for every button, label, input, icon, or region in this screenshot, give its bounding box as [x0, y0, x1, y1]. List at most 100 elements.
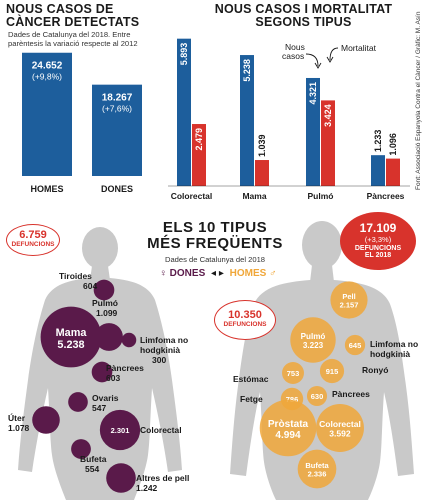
- middle-title: ELS 10 TIPUS MÉS FREQÜENTS: [140, 220, 290, 252]
- category-label: Pàncrees: [367, 191, 405, 201]
- bubble-name: Bufeta: [305, 461, 329, 470]
- legend-arrows: ◂ ▸: [211, 268, 224, 279]
- bubble-2: [344, 334, 366, 356]
- cases-mortality-chart: 5.893 5.238 4.321 1.233 Colorectal Mama Pulmó P…: [168, 11, 422, 201]
- right-title-line1: NOUS CASOS I MORTALITAT: [214, 2, 393, 16]
- total-deaths-callout: 17.109 (+3,3%) DEFUNCIONS EL 2018: [340, 212, 416, 270]
- bar-mortality-0: [192, 124, 206, 186]
- women-label: ♀ DONES: [159, 268, 206, 279]
- bubble-5: [68, 392, 88, 412]
- legend-new-cases-line1: Nous: [285, 42, 305, 52]
- gender-legend: ♀ DONES ◂ ▸ HOMES ♂: [138, 268, 298, 279]
- total-deaths-value: 17.109: [359, 221, 397, 235]
- legend-new-cases-arrow: [305, 53, 319, 67]
- bubble-9: [106, 463, 136, 493]
- bubble-value-outside: 604: [83, 281, 97, 291]
- men-deaths-callout: 10.350 DEFUNCIONS: [214, 300, 276, 340]
- bubble-name-outside: Tiroides: [59, 271, 92, 281]
- bubble-value: 3.592: [329, 429, 351, 439]
- bar-new-cases-0: [177, 38, 191, 186]
- bubble-name-outside: Bufeta: [80, 454, 107, 464]
- bubble-value-outside: 1.099: [96, 308, 118, 318]
- bubble-value: 2.301: [111, 426, 130, 435]
- bubble-value: 915: [326, 367, 339, 376]
- bubble-value-outside: 1.242: [136, 483, 158, 493]
- bubble-value: 786: [286, 395, 299, 404]
- bubble-7: [99, 409, 141, 451]
- bar-mortality-1: [255, 160, 269, 186]
- bubble-name-outside: Altres de pell: [136, 473, 189, 483]
- legend-new-cases-line2: casos: [282, 51, 304, 61]
- bubble-value-outside: 547: [92, 403, 106, 413]
- new-cases-chart: 24.652(+9,8%) HOMES 18.267(+7,6%) DONES: [22, 52, 142, 194]
- middle-subtitle: Dades de Catalunya del 2018: [164, 255, 266, 264]
- middle-title-line1: ELS 10 TIPUS: [162, 219, 268, 236]
- right-title: NOUS CASOS I MORTALITAT SEGONS TIPUS: [196, 3, 411, 29]
- total-deaths-label1: DEFUNCIONS: [354, 245, 402, 252]
- bar-change-label: (+7,6%): [102, 104, 132, 114]
- bubble-0: [93, 279, 115, 301]
- source-note: Font: Associació Espanyola Contra el Càn…: [415, 11, 422, 190]
- men-label: HOMES ♂: [229, 268, 277, 279]
- bubble-3: [282, 362, 304, 384]
- category-label: Pulmó: [308, 191, 334, 201]
- bubble-value: 4.994: [275, 430, 301, 441]
- bar-value-label: 18.267: [102, 93, 133, 104]
- bubble-name-outside: Pàncrees: [332, 389, 370, 399]
- women-deaths-value: 6.759: [19, 229, 47, 241]
- bubble-6: [32, 406, 60, 434]
- bar-homes: [22, 52, 72, 176]
- bar-category-label: HOMES: [30, 184, 63, 194]
- bubble-name-outside: Fetge: [240, 394, 263, 404]
- bar-value-label: 3.424: [323, 104, 333, 127]
- bubble-8: [316, 404, 364, 452]
- left-title-line2: CÀNCER DETECTATS: [6, 15, 140, 29]
- bubble-name: Pròstata: [268, 419, 309, 430]
- bubble-4: [91, 361, 113, 383]
- legend-new-cases-arrowhead: [314, 62, 322, 69]
- bar-new-cases-2: [306, 77, 320, 186]
- bubble-name-outside: Ronyó: [362, 365, 388, 375]
- bubble-value-outside: 554: [85, 464, 99, 474]
- bubble-name-outside: Estómac: [233, 374, 269, 384]
- bubble-4: [319, 358, 345, 384]
- total-deaths-label2: EL 2018: [364, 252, 392, 259]
- bubble-name-outside: Pulmó: [92, 298, 118, 308]
- bar-value-label: 24.652: [32, 61, 63, 72]
- bubble-name-outside: Pàncrees: [106, 363, 144, 373]
- bubble-value: 753: [287, 369, 300, 378]
- bubble-value-outside: 1.078: [8, 423, 30, 433]
- bubble-name: Pell: [342, 292, 355, 301]
- left-subtitle-line2: parèntesis la variació respecte al 2012: [8, 39, 138, 48]
- bar-new-cases-1: [240, 55, 254, 186]
- total-deaths-change: (+3,3%): [364, 235, 392, 244]
- bar-value-label: 4.321: [308, 82, 318, 105]
- bubble-name-outside: Ovaris: [92, 393, 119, 403]
- bubble-7: [259, 399, 317, 457]
- bar-value-label: 1.039: [257, 134, 267, 157]
- bubble-1: [95, 323, 123, 351]
- bubble-name: Mama: [56, 327, 88, 339]
- bubble-9: [297, 449, 337, 489]
- legend-mortality-arrow: [329, 47, 339, 61]
- bubble-name: Colorectal: [319, 419, 361, 429]
- bubble-8: [71, 439, 91, 459]
- bar-value-label: 5.893: [179, 43, 189, 66]
- bar-mortality-2: [321, 100, 335, 186]
- bubble-3: [121, 332, 137, 348]
- bar-category-label: DONES: [101, 184, 133, 194]
- bubble-value-outside: 300: [152, 355, 166, 365]
- bar-change-label: (+9,8%): [32, 72, 62, 82]
- bubble-value: 645: [349, 341, 362, 350]
- bubble-name-outside: Limfoma no: [370, 339, 418, 349]
- bubble-1: [290, 317, 336, 363]
- bar-value-label: 1.096: [388, 133, 398, 156]
- bar-value-label: 2.479: [194, 128, 204, 151]
- men-deaths-label: DEFUNCIONS: [223, 321, 267, 328]
- bar-value-label: 5.238: [242, 59, 252, 82]
- right-title-line2: SEGONS TIPUS: [255, 15, 352, 29]
- bar-mortality-3: [386, 158, 400, 186]
- legend-mortality-arrowhead: [326, 56, 334, 63]
- category-label: Colorectal: [171, 191, 213, 201]
- men-deaths-value: 10.350: [228, 309, 262, 321]
